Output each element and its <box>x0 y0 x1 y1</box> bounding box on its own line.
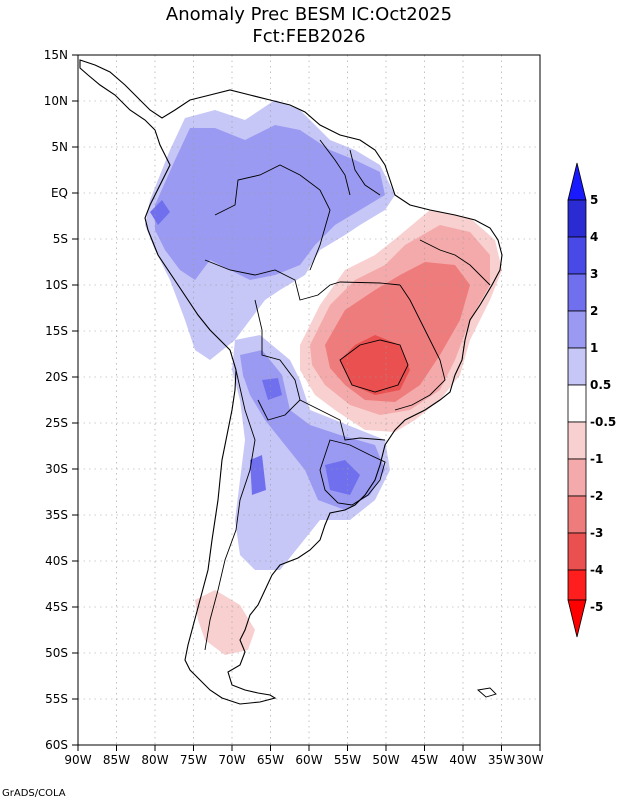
colorbar-label: -2 <box>590 489 603 503</box>
colorbar-swatch <box>567 199 587 238</box>
y-tick-label: EQ <box>51 186 68 200</box>
colorbar-label: 2 <box>590 304 598 318</box>
x-tick-label: 70W <box>218 753 245 767</box>
colorbar-label: 4 <box>590 230 598 244</box>
negative-anomaly-patagonia <box>195 590 255 655</box>
colorbar-label: 0.5 <box>590 378 611 392</box>
y-tick-label: 10N <box>44 94 68 108</box>
colorbar-label: -3 <box>590 526 603 540</box>
y-axis: 15N 10N 5N EQ 5S 10S 15S 20S 25S 30S 35S… <box>44 48 78 752</box>
y-tick-label: 45S <box>45 600 68 614</box>
positive-anomaly-strong-2 <box>250 455 266 495</box>
y-tick-label: 10S <box>45 278 68 292</box>
colorbar-swatch <box>567 384 587 423</box>
y-tick-label: 20S <box>45 370 68 384</box>
colorbar-label: -5 <box>590 600 603 614</box>
colorbar-swatch <box>567 236 587 275</box>
colorbar-label: 1 <box>590 341 598 355</box>
x-tick-label: 85W <box>103 753 130 767</box>
x-tick-label: 45W <box>411 753 438 767</box>
colorbar-swatch <box>567 273 587 312</box>
colorbar-bottom-arrow <box>567 599 587 638</box>
x-tick-label: 60W <box>295 753 322 767</box>
colorbar-label: -4 <box>590 563 603 577</box>
y-tick-label: 55S <box>45 692 68 706</box>
x-tick-label: 75W <box>180 753 207 767</box>
colorbar-label: 3 <box>590 267 598 281</box>
x-tick-label: 80W <box>141 753 168 767</box>
colorbar-swatch <box>567 495 587 534</box>
y-tick-label: 40S <box>45 554 68 568</box>
negative-anomaly-core <box>340 335 410 395</box>
colorbar-swatch <box>567 532 587 571</box>
y-tick-label: 15N <box>44 48 68 62</box>
colorbar-swatch <box>567 347 587 386</box>
colorbar-label: 5 <box>590 193 598 207</box>
y-tick-label: 60S <box>45 738 68 752</box>
title-line1: Anomaly Prec BESM IC:Oct2025 <box>166 4 452 25</box>
colorbar-top-arrow <box>567 162 587 201</box>
grid-lines <box>78 55 540 745</box>
south-america-coastline <box>79 59 503 705</box>
colorbar: 5 4 3 2 1 0.5 -0.5 -1 -2 -3 -4 -5 <box>567 162 616 638</box>
x-tick-label: 35W <box>488 753 515 767</box>
x-tick-label: 40W <box>449 753 476 767</box>
y-tick-label: 15S <box>45 324 68 338</box>
x-tick-label: 30W <box>516 753 543 767</box>
positive-anomaly-north-medium <box>155 125 385 280</box>
colorbar-label: -0.5 <box>590 415 616 429</box>
x-axis: 90W 85W 80W 75W 70W 65W 60W 55W 50W 45W … <box>64 745 544 767</box>
x-tick-label: 90W <box>64 753 91 767</box>
x-tick-label: 55W <box>334 753 361 767</box>
country-borders <box>204 139 491 651</box>
map-area <box>78 55 540 745</box>
colorbar-swatch <box>567 421 587 460</box>
y-tick-label: 5S <box>53 232 68 246</box>
y-tick-label: 30S <box>45 462 68 476</box>
positive-anomaly-north-strong <box>150 200 170 225</box>
positive-anomaly-south-strong <box>262 378 282 400</box>
colorbar-swatch <box>567 458 587 497</box>
y-tick-label: 25S <box>45 416 68 430</box>
title-line2: Fct:FEB2026 <box>252 26 365 47</box>
credit-label: GrADS/COLA <box>2 788 66 799</box>
x-tick-label: 65W <box>257 753 284 767</box>
colorbar-label: -1 <box>590 452 603 466</box>
y-tick-label: 50S <box>45 646 68 660</box>
positive-anomaly-strong-3 <box>325 460 360 495</box>
colorbar-swatch <box>567 569 587 601</box>
y-tick-label: 5N <box>51 140 68 154</box>
falkland-islands <box>476 687 497 698</box>
x-tick-label: 50W <box>372 753 399 767</box>
y-tick-label: 35S <box>45 508 68 522</box>
colorbar-swatch <box>567 310 587 349</box>
